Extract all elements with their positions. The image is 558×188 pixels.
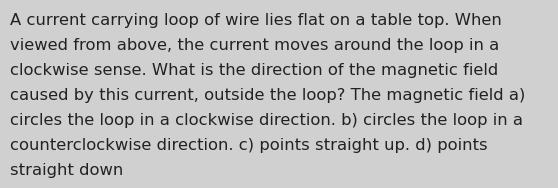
Text: caused by this current, outside the loop? The magnetic field a): caused by this current, outside the loop…: [10, 88, 526, 103]
Text: straight down: straight down: [10, 163, 123, 178]
Text: A current carrying loop of wire lies flat on a table top. When: A current carrying loop of wire lies fla…: [10, 13, 502, 28]
Text: viewed from above, the current moves around the loop in a: viewed from above, the current moves aro…: [10, 38, 499, 53]
Text: clockwise sense. What is the direction of the magnetic field: clockwise sense. What is the direction o…: [10, 63, 498, 78]
Text: counterclockwise direction. c) points straight up. d) points: counterclockwise direction. c) points st…: [10, 138, 488, 153]
Text: circles the loop in a clockwise direction. b) circles the loop in a: circles the loop in a clockwise directio…: [10, 113, 523, 128]
